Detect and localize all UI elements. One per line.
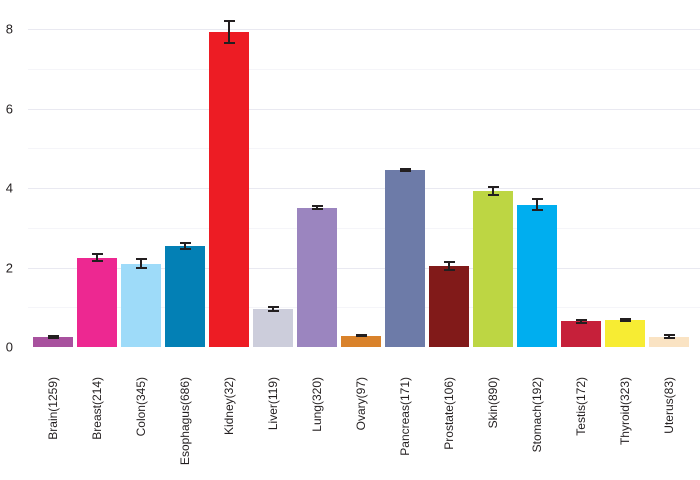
x-label-uterus: Uterus(83)	[661, 377, 676, 434]
bar-pancreas	[385, 170, 425, 347]
x-label-thyroid: Thyroid(323)	[617, 377, 632, 446]
bar-thyroid	[605, 319, 645, 347]
y-tick-label-4: 4	[5, 180, 13, 196]
error-bar-kidney	[223, 19, 235, 44]
error-bar-skin	[487, 186, 499, 196]
error-bar-stem	[492, 186, 494, 196]
error-bar-stem	[272, 306, 274, 313]
error-bar-stomach	[531, 197, 543, 212]
error-bar-prostate	[443, 261, 455, 272]
x-label-brain: Brain(1259)	[45, 377, 60, 440]
bar-prostate	[429, 266, 469, 347]
error-bar-colon	[135, 257, 147, 270]
minor-gridline-y5	[28, 148, 700, 150]
error-bar-stem	[140, 257, 142, 270]
error-bar-testis	[575, 318, 587, 324]
minor-gridline-y3	[28, 227, 700, 229]
error-bar-stem	[96, 252, 98, 263]
error-bar-stem	[52, 335, 54, 339]
x-label-stomach: Stomach(192)	[529, 377, 544, 453]
error-bar-stem	[360, 334, 362, 338]
major-gridline-y8	[28, 29, 700, 30]
y-tick-label-0: 0	[5, 339, 13, 355]
x-label-pancreas: Pancreas(171)	[397, 377, 412, 456]
bar-lung	[297, 207, 337, 347]
bar-liver	[253, 309, 293, 347]
bar-kidney	[209, 31, 249, 347]
bar-breast	[77, 257, 117, 347]
x-label-liver: Liver(119)	[265, 377, 280, 431]
error-bar-ovary	[355, 334, 367, 338]
major-gridline-y4	[28, 188, 700, 189]
error-bar-esophagus	[179, 241, 191, 250]
bar-uterus	[649, 336, 689, 347]
x-label-prostate: Prostate(106)	[441, 377, 456, 450]
error-bar-pancreas	[399, 167, 411, 173]
error-bar-stem	[316, 205, 318, 211]
error-bar-brain	[47, 335, 59, 339]
y-tick-label-2: 2	[5, 260, 13, 275]
error-bar-uterus	[663, 334, 675, 340]
bar-skin	[473, 190, 513, 347]
minor-gridline-y1	[28, 307, 700, 309]
error-bar-stem	[228, 19, 230, 44]
minor-gridline-y7	[28, 68, 700, 70]
error-bar-liver	[267, 306, 279, 313]
bar-colon	[121, 263, 161, 347]
major-gridline-y6	[28, 108, 700, 110]
y-tick-label-8: 8	[5, 21, 13, 37]
error-bar-stem	[184, 241, 186, 250]
x-label-breast: Breast(214)	[89, 377, 104, 440]
x-label-kidney: Kidney(32)	[221, 377, 236, 436]
error-bar-breast	[91, 252, 103, 263]
bar-stomach	[517, 204, 557, 347]
error-bar-stem	[580, 318, 582, 324]
bar-ovary	[341, 335, 381, 347]
bar-esophagus	[165, 245, 205, 347]
x-label-lung: Lung(320)	[309, 377, 324, 432]
x-label-ovary: Ovary(97)	[353, 377, 368, 431]
bar-testis	[561, 321, 601, 347]
error-bar-stem	[668, 334, 670, 340]
error-bar-stem	[536, 197, 538, 212]
major-gridline-y2	[28, 267, 700, 269]
error-bar-stem	[624, 317, 626, 323]
x-label-esophagus: Esophagus(686)	[177, 377, 192, 466]
bar-brain	[33, 337, 73, 347]
x-label-testis: Testis(172)	[573, 377, 588, 436]
x-label-skin: Skin(890)	[485, 377, 500, 429]
error-bar-stem	[448, 261, 450, 272]
error-bar-thyroid	[619, 317, 631, 323]
error-bar-lung	[311, 205, 323, 211]
error-bar-stem	[404, 167, 406, 173]
y-tick-label-6: 6	[5, 101, 13, 116]
x-label-colon: Colon(345)	[133, 377, 148, 437]
